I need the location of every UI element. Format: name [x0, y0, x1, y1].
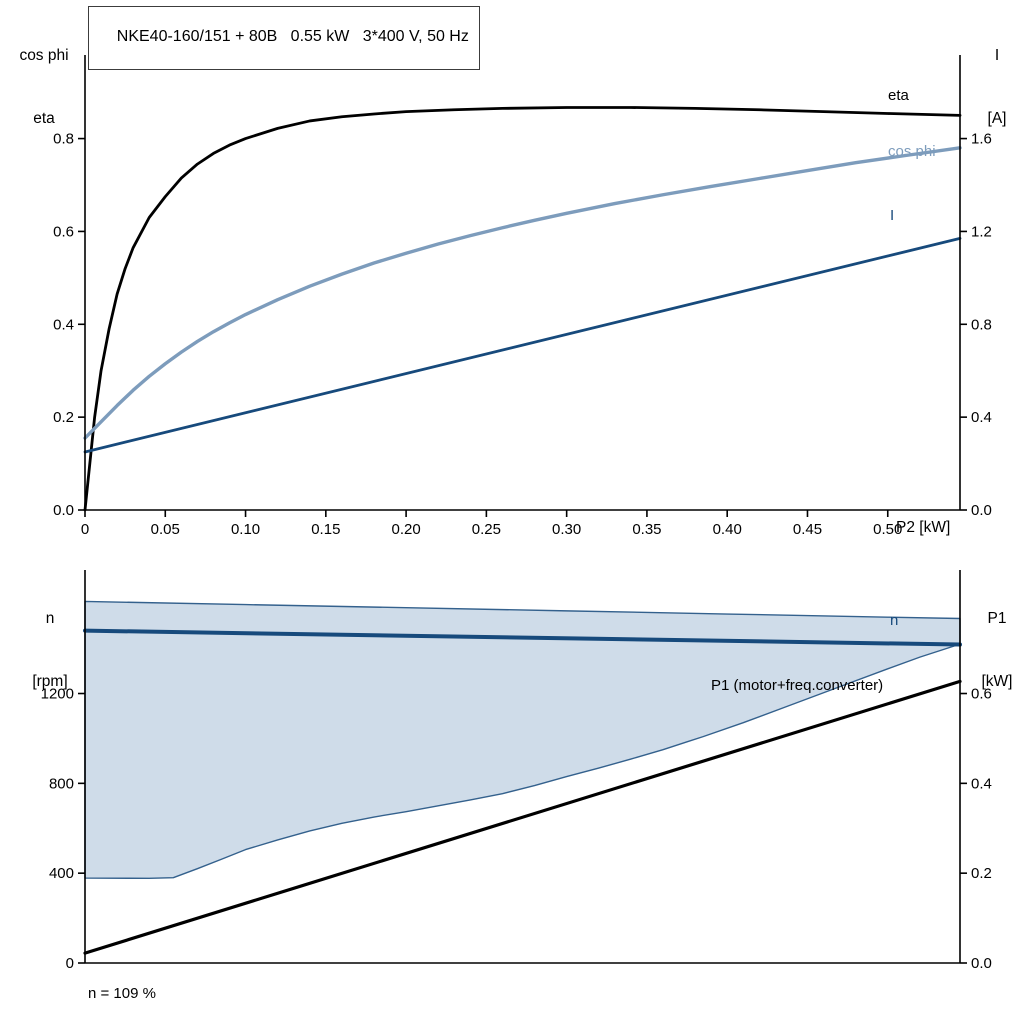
p1-curve-label: P1 (motor+freq.converter): [711, 677, 884, 694]
right-tick-label: 0.4: [971, 409, 992, 426]
series-p1-motor-freq-converter: [83, 679, 962, 955]
x-tick-label: 0.05: [151, 521, 180, 538]
cos-phi-axis-label: cos phi: [19, 47, 69, 64]
x-axis-label: P2 [kW]: [896, 519, 951, 536]
right-tick-label: 0.8: [971, 316, 992, 333]
left-tick-label: 1200: [41, 686, 74, 703]
right-tick-label: 1.2: [971, 223, 992, 240]
x-tick-label: 0.20: [391, 521, 420, 538]
x-tick-label: 0.25: [472, 521, 501, 538]
x-tick-label: 0.50: [873, 521, 902, 538]
current-axis-label: I: [994, 47, 1000, 64]
bottom-right-axis-label: P1 [kW]: [974, 566, 1020, 734]
speed-percentage-note: n = 109 %: [88, 985, 156, 1002]
speed-axis-unit: [rpm]: [32, 673, 68, 690]
x-tick-label: 0.30: [552, 521, 581, 538]
top-chart: 0.0 0.2 0.4 0.6 0.8 0.0 0.4 0.8 1.2 1.6 0 0.05 0.10 0…: [53, 55, 992, 538]
series-n: [83, 628, 962, 647]
speed-control-range-band: [84, 600, 961, 880]
top-right-axis-label: I [A]: [974, 3, 1020, 171]
x-tick-label: 0.40: [713, 521, 742, 538]
x-tick-label: 0.35: [632, 521, 661, 538]
chart-title-box: NKE40-160/151 + 80B 0.55 kW 3*400 V, 50 …: [88, 6, 480, 70]
x-tick-label: 0: [81, 521, 89, 538]
x-tick-label: 0.15: [311, 521, 340, 538]
eta-curve-label: eta: [888, 87, 909, 104]
n-curve-label: n: [890, 612, 899, 629]
right-tick-label: 0.0: [971, 955, 992, 972]
left-tick-label: 400: [49, 865, 74, 882]
series-i: [83, 236, 962, 454]
series-eta: [83, 106, 962, 512]
p1-axis-label: P1: [987, 610, 1007, 627]
left-tick-label: 0.2: [53, 409, 74, 426]
right-tick-label: 0.6: [971, 686, 992, 703]
speed-axis-label: n: [45, 610, 55, 627]
cos-phi-curve-label: cos phi: [888, 143, 936, 160]
x-tick-label: 0.45: [793, 521, 822, 538]
left-tick-label: 0: [66, 955, 74, 972]
eta-axis-label: eta: [33, 110, 55, 127]
current-curve-label: I: [890, 207, 895, 224]
right-tick-label: 1.6: [971, 131, 992, 148]
left-tick-label: 0.8: [53, 131, 74, 148]
right-tick-label: 0.4: [971, 775, 992, 792]
right-tick-label: 0.0: [971, 502, 992, 519]
top-left-axis-label: cos phi eta: [6, 3, 82, 171]
left-tick-label: 0.4: [53, 316, 74, 333]
p1-axis-unit: [kW]: [981, 673, 1013, 690]
chart-title: NKE40-160/151 + 80B 0.55 kW 3*400 V, 50 …: [116, 28, 469, 45]
series-cos-phi: [83, 146, 962, 440]
x-tick-label: 0.10: [231, 521, 260, 538]
left-tick-label: 0.6: [53, 223, 74, 240]
left-tick-label: 800: [49, 775, 74, 792]
bottom-left-axis-label: n [rpm]: [18, 566, 82, 734]
bottom-chart: 0 400 800 1200 0.0 0.2 0.4 0.6: [41, 570, 992, 972]
right-tick-label: 0.2: [971, 865, 992, 882]
left-tick-label: 0.0: [53, 502, 74, 519]
current-axis-unit: [A]: [987, 110, 1007, 127]
